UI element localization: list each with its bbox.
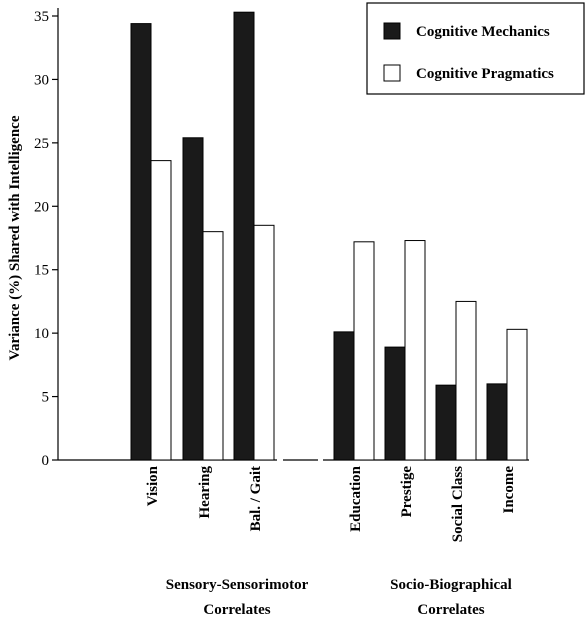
bar-mechanics [486,383,508,461]
bar-pragmatics [506,328,528,461]
bar-pragmatics [455,300,477,461]
y-tick-label: 35 [34,9,49,25]
y-tick-label: 0 [42,453,50,469]
bar-pragmatics [404,240,426,461]
x-tick-label: Education [348,465,364,532]
group-label: Correlates [203,602,270,618]
bar-pragmatics [150,160,172,461]
y-tick-label: 15 [34,263,49,279]
y-tick-label: 25 [34,136,49,152]
bar-mechanics [233,11,255,461]
y-tick-label: 20 [34,199,49,215]
y-tick-label: 10 [34,326,49,342]
bar-pragmatics [253,224,275,461]
legend-box [366,2,585,95]
bar-pragmatics [202,231,224,461]
legend-swatch [383,64,401,82]
bar-mechanics [384,346,406,461]
legend-label: Cognitive Mechanics [416,24,550,40]
x-tick-label: Vision [145,465,161,506]
x-tick-label: Social Class [450,466,466,542]
group-label: Sensory-Sensorimotor [166,577,309,593]
y-axis-title: Variance (%) Shared with Intelligence [7,115,23,360]
bar-mechanics [182,137,204,461]
labels: Variance (%) Shared with Intelligence Vis… [7,115,517,618]
legend: Cognitive Mechanics Cognitive Pragmatics [366,2,585,95]
bar-mechanics [333,331,355,461]
x-tick-label: Prestige [399,466,415,518]
group-label: Socio-Biographical [390,577,512,593]
x-tick-label: Bal. / Gait [248,466,264,531]
y-tick-label: 30 [34,72,49,88]
legend-swatch [383,22,401,40]
bar-mechanics [435,384,457,461]
bars [130,11,528,461]
group-label: Correlates [417,602,484,618]
y-tick-label: 5 [42,390,50,406]
bar-pragmatics [353,241,375,461]
legend-label: Cognitive Pragmatics [416,66,554,82]
axes: 0 5 10 15 20 25 30 35 [34,8,529,469]
x-tick-label: Income [501,466,517,514]
bar-mechanics [130,23,152,461]
x-tick-label: Hearing [197,466,213,519]
